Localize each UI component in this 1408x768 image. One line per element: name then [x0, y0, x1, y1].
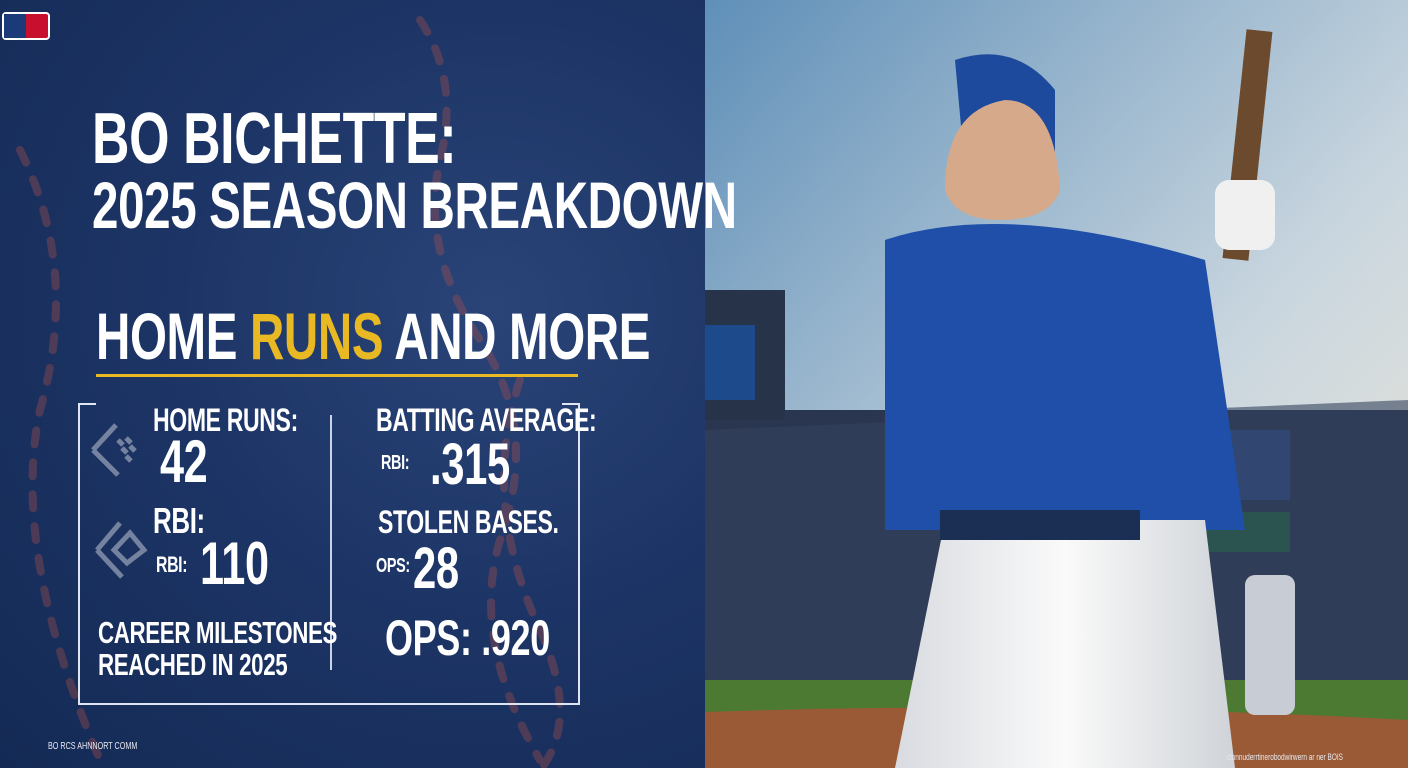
- subtitle-part1: HOME: [96, 299, 250, 373]
- footer-right-text: clnnnuderrtinerobodwirwern ar ner BOIS: [1227, 752, 1343, 762]
- ops-stat: OPS: .920: [385, 613, 550, 663]
- stats-panel: [0, 0, 705, 768]
- stats-box: [78, 403, 580, 705]
- title-line2: 2025 SEASON BREAKDOWN: [92, 168, 737, 242]
- home-plate-icon: [91, 423, 137, 477]
- title-line1: BO BICHETTE:: [92, 99, 457, 179]
- subtitle-underline: [96, 374, 578, 377]
- mlb-logo: [2, 12, 50, 40]
- ops-value: .920: [481, 610, 550, 666]
- milestones-line2: REACHED IN 2025: [98, 647, 288, 682]
- rbi-label: RBI:: [153, 500, 205, 541]
- player-photo: [705, 0, 1408, 768]
- stolen-bases-label: STOLEN BASES.: [378, 504, 559, 540]
- stolen-bases-value: 28: [413, 536, 459, 601]
- stats-divider: [330, 415, 332, 670]
- batting-average-sub-label: RBI:: [381, 452, 410, 474]
- milestones-line1: CAREER MILESTONES: [98, 615, 338, 650]
- diamond-icon: [95, 521, 148, 579]
- home-runs-value: 42: [160, 428, 208, 495]
- baseball-stitch-pattern: [16, 16, 564, 768]
- footer-left-text: BO RCS AHNNORT COMM: [48, 741, 138, 752]
- batting-average-label: BATTING AVERAGE:: [376, 402, 597, 438]
- rbi-sub-label: RBI:: [156, 552, 188, 577]
- batting-average-value: .315: [430, 432, 510, 497]
- stolen-bases-sub-label: OPS:: [376, 555, 410, 577]
- home-runs-label: HOME RUNS:: [153, 402, 298, 438]
- subtitle-highlight: RUNS: [249, 299, 384, 373]
- subtitle: HOME RUNS AND MORE: [96, 303, 650, 369]
- rbi-value: 110: [200, 530, 269, 597]
- subtitle-part2: AND MORE: [383, 299, 651, 373]
- ops-label: OPS:: [385, 610, 472, 666]
